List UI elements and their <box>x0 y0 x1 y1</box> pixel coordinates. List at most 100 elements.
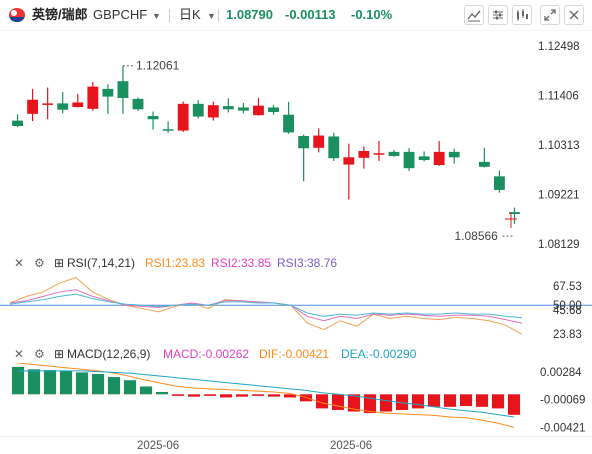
price-change-percent: -0.10% <box>351 7 393 22</box>
macd-checkbox-icon[interactable]: ⊞ <box>54 347 65 361</box>
indicator-settings-icon[interactable]: ⚙ <box>34 347 45 361</box>
candle-body <box>177 103 189 131</box>
candle-body <box>87 86 99 109</box>
dea-value: DEA:-0.00290 <box>341 347 417 361</box>
macd-histogram-bar <box>11 366 25 395</box>
macd-axis: 0.00284 -0.00069 -0.00421 <box>540 367 585 434</box>
macd-histogram-bar <box>43 370 57 395</box>
macd-histogram-bar <box>235 394 249 397</box>
rsi2-value: RSI2:33.85 <box>211 256 272 270</box>
macd-histogram-bar <box>107 377 121 395</box>
candle-body <box>57 103 69 110</box>
hide-indicator-icon[interactable]: ✕ <box>14 256 25 270</box>
candle-body <box>373 153 385 155</box>
candle-body <box>388 151 400 156</box>
uk-flag-icon <box>9 8 25 22</box>
rsi-line-1 <box>9 276 523 335</box>
macd-histogram-bar <box>443 394 457 407</box>
candle-body <box>268 107 279 113</box>
price-axis: 1.12498 1.11406 1.10313 1.09221 1.08129 <box>538 41 580 251</box>
macd-tick: -0.00421 <box>540 422 585 434</box>
rsi-tick: 45.68 <box>553 305 582 317</box>
date-tick: 2025-06 <box>330 440 372 452</box>
candle-body <box>493 176 505 190</box>
macd-histogram-bar <box>395 394 409 410</box>
header-divider <box>169 9 170 22</box>
low-callout-label: 1.08566 <box>454 229 498 243</box>
candle-body <box>253 105 264 116</box>
candle-body <box>313 135 325 148</box>
candle-body <box>147 116 159 120</box>
macd-histogram-bar <box>491 394 505 409</box>
macd-histogram-bar <box>59 370 73 395</box>
candle-body <box>403 151 415 169</box>
indicator-settings-icon[interactable]: ⚙ <box>34 256 45 270</box>
macd-histogram-bar <box>155 391 169 395</box>
price-tick: 1.09221 <box>538 189 580 201</box>
rsi-line-2 <box>9 289 523 324</box>
candle-body <box>132 98 144 110</box>
candle-body <box>192 103 204 117</box>
macd-histogram-bar <box>411 394 425 409</box>
rsi-label: RSI(7,14,21) <box>67 256 136 270</box>
macd-histogram-bar <box>315 394 329 409</box>
candle-body <box>42 103 54 105</box>
candle-body <box>448 151 460 158</box>
macd-histogram-bar <box>427 394 441 407</box>
candle-body <box>222 106 234 110</box>
macd-histogram-bar <box>459 394 473 407</box>
date-axis: 2025-06 2025-06 <box>0 436 592 452</box>
settings-sliders-icon[interactable] <box>488 5 508 25</box>
macd-label: MACD(12,26,9) <box>67 347 151 361</box>
macd-chart[interactable]: 0.00284 -0.00069 -0.00421 <box>0 363 592 435</box>
candle-body <box>418 156 430 161</box>
macd-histogram-bar <box>187 394 201 397</box>
candle-body <box>102 88 114 97</box>
close-icon[interactable] <box>564 5 584 25</box>
hide-indicator-icon[interactable]: ✕ <box>14 347 25 361</box>
high-callout-label: 1.12061 <box>136 59 180 73</box>
candle-body <box>343 157 355 165</box>
dif-value: DIF:-0.00421 <box>259 347 330 361</box>
candle-body <box>27 99 39 114</box>
macd-histogram-bar <box>347 394 361 412</box>
candle-body <box>207 105 219 118</box>
macd-histogram-bar <box>251 394 265 396</box>
candle-body <box>283 114 295 133</box>
rsi-checkbox-icon[interactable]: ⊞ <box>54 256 65 270</box>
candle-body <box>72 102 84 108</box>
candle-body <box>12 120 23 127</box>
macd-histogram-bar <box>507 394 521 415</box>
rsi-line-3 <box>9 293 523 319</box>
pair-name[interactable]: 英镑/瑞郎 <box>32 7 88 22</box>
indicator-icon[interactable] <box>512 5 532 25</box>
macd-histogram-bar <box>171 394 185 396</box>
pair-dropdown-caret-icon[interactable]: ▼ <box>152 11 161 21</box>
rsi-tick: 67.53 <box>553 281 582 293</box>
chart-style-icon[interactable] <box>464 5 484 25</box>
macd-histogram-bar <box>27 369 41 395</box>
macd-bars <box>11 363 521 428</box>
timeframe-caret-icon[interactable]: ▼ <box>207 11 216 21</box>
fullscreen-icon[interactable] <box>540 5 560 25</box>
rsi-lines <box>0 276 592 335</box>
macd-histogram-bar <box>123 380 137 395</box>
rsi-tick: 23.83 <box>553 329 582 341</box>
rsi-tick: 50.00 <box>553 300 582 312</box>
macd-histogram-bar <box>139 386 153 395</box>
timeframe-selector[interactable]: 日K <box>179 7 201 22</box>
candle-body <box>237 107 249 111</box>
candle-body <box>328 136 340 159</box>
candlestick-chart[interactable]: 1.12498 1.11406 1.10313 1.09221 1.08129 1.12… <box>0 30 592 252</box>
pair-code[interactable]: GBPCHF <box>93 7 148 22</box>
macd-histogram-bar <box>219 394 233 398</box>
candle-body <box>162 129 174 131</box>
price-tick: 1.12498 <box>538 41 580 53</box>
macd-histogram-bar <box>203 394 217 396</box>
candles-group <box>12 65 520 224</box>
candle-body <box>433 151 445 166</box>
price-tick: 1.11406 <box>538 90 579 102</box>
dif-line <box>17 363 515 428</box>
